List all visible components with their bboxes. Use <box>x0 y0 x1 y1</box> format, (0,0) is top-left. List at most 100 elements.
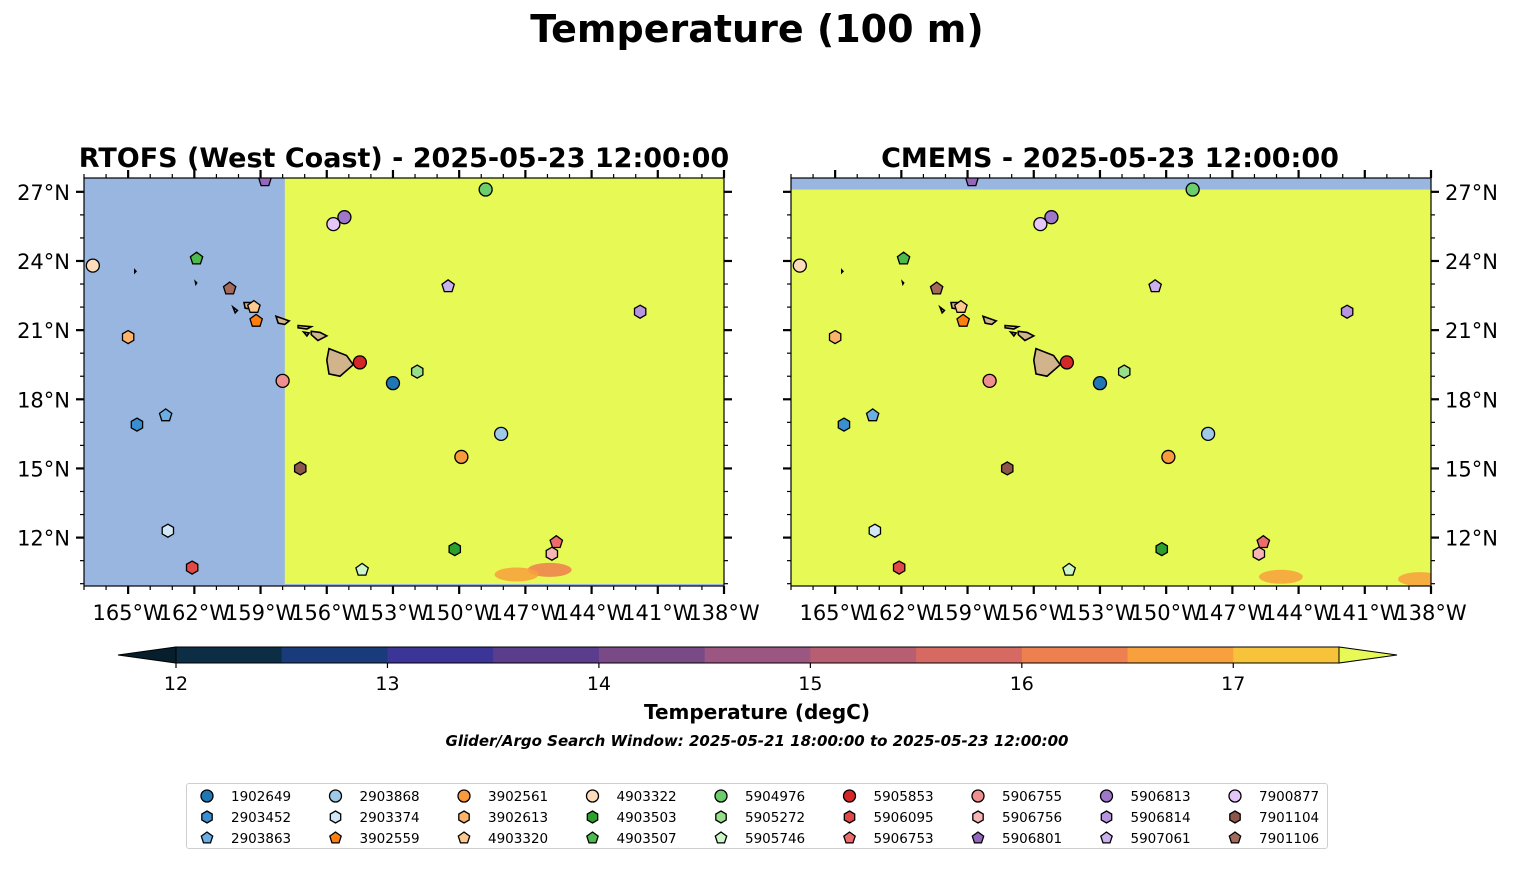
legend-marker-2903868[interactable] <box>328 789 343 803</box>
float-marker-7901104[interactable] <box>1000 461 1014 476</box>
legend-marker-5905746[interactable] <box>714 831 728 844</box>
float-marker-5905272[interactable] <box>410 364 424 379</box>
legend-marker-3902561[interactable] <box>457 789 471 803</box>
float-marker-5906756[interactable] <box>545 546 559 561</box>
island-land <box>1032 347 1062 378</box>
float-marker-2903868[interactable] <box>493 426 509 442</box>
legend-marker-2903863[interactable] <box>200 831 214 844</box>
float-marker-2903452[interactable] <box>130 417 144 432</box>
island-land <box>325 347 355 378</box>
legend-label: 4903320 <box>488 831 548 847</box>
float-marker-7900877[interactable] <box>1033 216 1048 232</box>
float-marker-3902613[interactable] <box>121 329 135 345</box>
legend-marker-4903507[interactable] <box>586 831 599 844</box>
legend-label: 7901106 <box>1259 831 1319 847</box>
legend-marker-2903374[interactable] <box>329 810 342 824</box>
legend-marker-3902613[interactable] <box>458 810 470 824</box>
float-marker-5907061[interactable] <box>1148 278 1163 293</box>
float-marker-5906756[interactable] <box>1252 546 1266 561</box>
float-marker-5905853[interactable] <box>1059 355 1075 370</box>
legend-marker-5906756[interactable] <box>972 810 984 824</box>
float-marker-5906814[interactable] <box>633 304 647 319</box>
map-area-rtofs[interactable] <box>84 174 724 586</box>
float-marker-5906095[interactable] <box>892 560 906 575</box>
float-marker-2903374[interactable] <box>868 523 882 538</box>
legend-marker-5906814[interactable] <box>1100 810 1113 824</box>
legend-entries: 1902649 2903452 2903863 2903868 2903374 39025… <box>200 789 1319 847</box>
legend-marker-5905853[interactable] <box>842 789 857 803</box>
float-marker-5906095[interactable] <box>185 560 199 575</box>
legend-label: 5906814 <box>1131 810 1191 826</box>
legend-marker-4903322[interactable] <box>585 789 600 803</box>
float-marker-5905272[interactable] <box>1117 364 1131 379</box>
legend-marker-3902559[interactable] <box>329 831 342 844</box>
colorbar-tick-label: 17 <box>1221 673 1245 695</box>
legend-marker-5906095[interactable] <box>843 810 856 824</box>
legend-marker-4903503[interactable] <box>586 810 599 824</box>
float-marker-3902561[interactable] <box>1161 449 1176 465</box>
legend-marker-5904976[interactable] <box>714 789 728 803</box>
float-marker-2903374[interactable] <box>161 523 175 538</box>
legend-marker-5906755[interactable] <box>971 789 985 803</box>
float-marker-1902649[interactable] <box>1092 376 1108 391</box>
colorbar-segment <box>493 647 600 663</box>
float-marker-5906813[interactable] <box>337 210 352 225</box>
map-area-cmems[interactable] <box>791 174 1442 586</box>
panel-title-cmems: CMEMS - 2025-05-23 12:00:00 <box>881 143 1339 174</box>
float-marker-2903863[interactable] <box>158 408 173 422</box>
float-marker-4903507[interactable] <box>189 251 204 265</box>
float-marker-5906755[interactable] <box>982 373 997 388</box>
float-marker-5906801[interactable] <box>258 174 272 187</box>
float-marker-5907061[interactable] <box>441 278 456 293</box>
float-marker-1902649[interactable] <box>385 376 401 391</box>
float-marker-3902559[interactable] <box>956 313 971 327</box>
legend-marker-5905272[interactable] <box>715 810 727 824</box>
float-marker-3902561[interactable] <box>454 449 469 465</box>
legend-marker-7901106[interactable] <box>1228 831 1242 844</box>
float-marker-7901106[interactable] <box>222 281 237 295</box>
float-marker-5906755[interactable] <box>275 373 290 388</box>
float-marker-5906813[interactable] <box>1044 210 1059 225</box>
legend-marker-2903452[interactable] <box>201 810 213 824</box>
legend-marker-5906753[interactable] <box>843 831 856 844</box>
y-tick-label: 21°N <box>17 319 70 343</box>
legend-marker-1902649[interactable] <box>200 789 214 803</box>
float-marker-4903320[interactable] <box>246 299 261 313</box>
float-marker-5904976[interactable] <box>1185 182 1200 197</box>
float-marker-5906801[interactable] <box>965 174 979 187</box>
no-data-region <box>84 178 285 586</box>
legend-marker-7901104[interactable] <box>1229 810 1241 824</box>
float-marker-4903322[interactable] <box>85 258 100 273</box>
float-marker-7900877[interactable] <box>326 216 341 232</box>
float-marker-3902613[interactable] <box>828 329 842 345</box>
legend-marker-5907061[interactable] <box>1100 831 1113 844</box>
float-marker-5904976[interactable] <box>478 182 493 197</box>
float-marker-5905853[interactable] <box>352 355 368 370</box>
legend-label: 5905853 <box>874 789 934 805</box>
legend-marker-5906813[interactable] <box>1099 789 1114 803</box>
y-tick-label: 12°N <box>1445 527 1498 551</box>
float-marker-5905746[interactable] <box>355 562 370 576</box>
float-marker-5906814[interactable] <box>1340 304 1354 319</box>
legend-marker-7900877[interactable] <box>1228 789 1242 803</box>
legend-marker-5906801[interactable] <box>971 831 985 844</box>
float-marker-7901106[interactable] <box>929 281 944 295</box>
float-marker-4903320[interactable] <box>953 299 968 313</box>
float-marker-4903503[interactable] <box>1155 541 1169 557</box>
float-marker-3902559[interactable] <box>249 313 264 327</box>
legend-label: 7901104 <box>1259 810 1319 826</box>
legend-label: 2903374 <box>360 810 420 826</box>
island-land <box>1017 330 1036 342</box>
float-marker-5906753[interactable] <box>1256 534 1271 549</box>
float-marker-2903863[interactable] <box>865 408 880 422</box>
float-marker-7901104[interactable] <box>293 461 307 476</box>
float-marker-2903452[interactable] <box>837 417 851 432</box>
float-marker-4903503[interactable] <box>448 541 462 557</box>
x-tick-label: 144°W <box>1263 601 1335 625</box>
float-marker-4903322[interactable] <box>792 258 807 273</box>
float-marker-4903507[interactable] <box>896 251 911 265</box>
float-marker-5905746[interactable] <box>1062 562 1077 576</box>
float-marker-5906753[interactable] <box>549 534 564 549</box>
float-marker-2903868[interactable] <box>1200 426 1216 442</box>
legend-marker-4903320[interactable] <box>457 831 471 844</box>
